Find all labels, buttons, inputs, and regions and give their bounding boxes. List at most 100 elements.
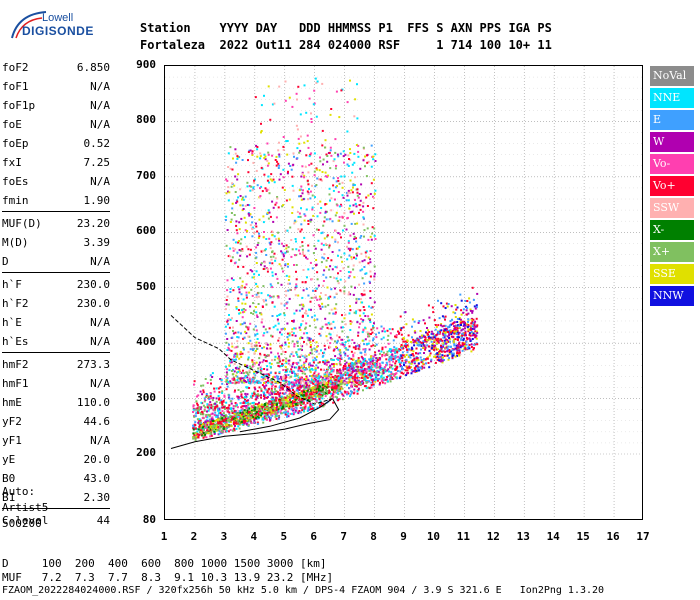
echo-point	[284, 391, 287, 394]
echo-point	[315, 358, 318, 361]
echo-point	[207, 413, 210, 416]
echo-point	[203, 400, 206, 403]
echo-point	[388, 349, 391, 352]
echo-point	[320, 232, 323, 235]
echo-point	[379, 364, 382, 367]
echo-point	[236, 366, 238, 369]
echo-point	[300, 366, 303, 369]
echo-point	[302, 409, 305, 412]
echo-point	[266, 268, 269, 270]
echo-point	[329, 342, 332, 345]
echo-point	[297, 361, 300, 364]
echo-point	[277, 401, 280, 404]
echo-point	[266, 418, 268, 421]
echo-point	[388, 363, 391, 366]
echo-point	[227, 430, 230, 433]
echo-point	[246, 407, 249, 410]
echo-point	[427, 329, 430, 332]
echo-point	[239, 323, 242, 326]
echo-point	[302, 407, 304, 409]
echo-point	[315, 228, 318, 231]
echo-point	[263, 387, 266, 390]
echo-point	[303, 381, 306, 384]
echo-point	[241, 204, 244, 207]
param-row: B0 43.0	[2, 469, 110, 488]
echo-point	[241, 405, 244, 408]
echo-point	[310, 391, 313, 394]
echo-point	[271, 154, 274, 157]
echo-point	[288, 381, 291, 384]
echo-point	[300, 393, 303, 396]
echo-point	[258, 235, 261, 238]
echo-point	[388, 374, 391, 377]
echo-point	[289, 288, 292, 291]
echo-point	[343, 359, 346, 362]
echo-point	[284, 251, 287, 254]
echo-point	[445, 346, 448, 349]
echo-point	[235, 374, 238, 377]
echo-point	[229, 380, 232, 383]
echo-point	[338, 370, 341, 373]
echo-point	[456, 344, 459, 347]
echo-point	[282, 396, 285, 399]
echo-point	[293, 400, 296, 403]
echo-point	[394, 376, 397, 379]
echo-point	[199, 429, 202, 432]
param-value: N/A	[90, 80, 110, 93]
echo-point	[218, 408, 221, 411]
echo-point	[226, 427, 228, 430]
echo-point	[471, 338, 474, 340]
echo-point	[273, 392, 276, 395]
echo-point	[312, 407, 314, 410]
echo-point	[430, 358, 433, 361]
echo-point	[226, 373, 229, 376]
echo-point	[239, 353, 242, 356]
echo-point	[335, 277, 338, 280]
echo-point	[413, 358, 416, 361]
echo-point	[332, 382, 335, 385]
echo-point	[249, 348, 252, 351]
echo-point	[285, 357, 288, 360]
echo-point	[367, 374, 370, 376]
echo-point	[239, 254, 242, 257]
echo-point	[225, 371, 228, 374]
echo-point	[325, 218, 328, 221]
echo-point	[408, 365, 411, 368]
echo-point	[267, 151, 270, 154]
echo-point	[426, 356, 429, 359]
echo-point	[424, 336, 427, 339]
echo-point	[244, 400, 247, 403]
echo-point	[321, 378, 324, 381]
echo-point	[461, 334, 464, 337]
echo-point	[295, 285, 298, 288]
echo-point	[295, 379, 298, 382]
echo-point	[228, 404, 231, 407]
echo-point	[327, 379, 330, 382]
echo-point	[292, 405, 295, 407]
echo-point	[209, 407, 211, 410]
echo-point	[253, 362, 256, 365]
echo-point	[322, 390, 325, 393]
echo-point	[252, 404, 255, 407]
echo-point	[232, 381, 235, 384]
param-value: 1.90	[83, 194, 111, 207]
echo-point	[247, 212, 250, 215]
echo-point	[375, 362, 378, 365]
echo-point	[332, 359, 335, 361]
echo-point	[445, 338, 448, 341]
echo-point	[282, 253, 285, 256]
echo-point	[333, 385, 336, 388]
echo-point	[386, 339, 389, 341]
echo-point	[251, 294, 254, 297]
echo-point	[245, 374, 248, 377]
echo-point	[354, 363, 357, 366]
echo-point	[239, 411, 242, 414]
echo-point	[257, 393, 260, 396]
echo-point	[334, 214, 337, 217]
echo-point	[412, 350, 415, 353]
echo-point	[456, 331, 459, 334]
echo-point	[316, 318, 319, 321]
echo-point	[264, 394, 267, 397]
echo-point	[269, 412, 272, 415]
echo-point	[276, 397, 279, 400]
